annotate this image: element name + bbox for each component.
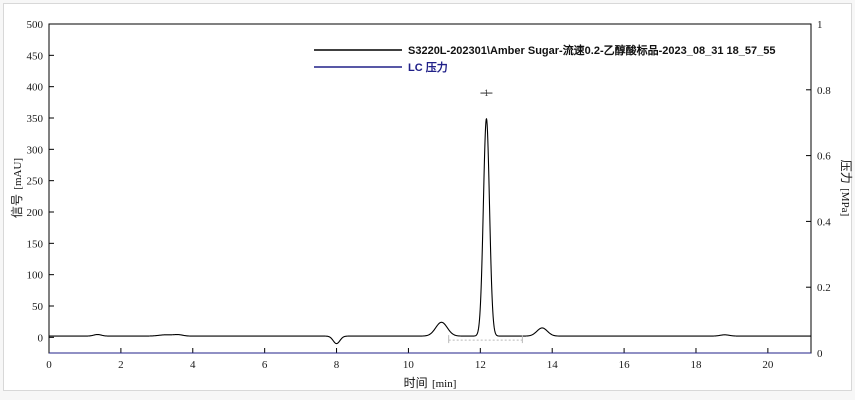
x-axis-tick-label: 16 bbox=[619, 359, 631, 371]
plot-frame bbox=[48, 23, 812, 354]
y-axis-right-tick-label: 0.8 bbox=[817, 85, 831, 97]
legend-item-signal-label[interactable]: S3220L-202301\Amber Sugar-流速0.2-乙醇酸标品-20… bbox=[408, 43, 775, 57]
x-axis-tick-label: 18 bbox=[690, 359, 702, 371]
y-axis-left-tick-label: 100 bbox=[27, 270, 44, 282]
signal-trace[interactable] bbox=[48, 118, 812, 345]
y-axis-left-tick-label: 50 bbox=[32, 301, 44, 313]
peak-annotations: 1 bbox=[480, 88, 493, 98]
chart-legend[interactable]: S3220L-202301\Amber Sugar-流速0.2-乙醇酸标品-20… bbox=[314, 43, 775, 74]
y-axis-left-title-unit: [mAU] bbox=[12, 158, 24, 190]
integration-marks bbox=[448, 335, 523, 344]
svg-text:时间 [min]: 时间 [min] bbox=[404, 376, 457, 390]
y-axis-left-tick-label: 150 bbox=[27, 238, 44, 250]
x-axis-tick-label: 0 bbox=[46, 359, 52, 371]
y-axis-right-title: 压力 [MPa] bbox=[839, 160, 853, 216]
y-axis-left-tick-label: 400 bbox=[27, 82, 44, 94]
svg-text:信号 [mAU]: 信号 [mAU] bbox=[10, 158, 24, 218]
x-axis-tick-label: 2 bbox=[118, 359, 124, 371]
y-axis-right-title-text: 压力 bbox=[839, 160, 853, 184]
x-axis-tick-label: 12 bbox=[475, 359, 486, 371]
y-axis-left-tick-label: 250 bbox=[27, 176, 44, 188]
x-axis-title-text: 时间 bbox=[404, 376, 428, 390]
y-axis-right-tick-label: 0 bbox=[817, 348, 823, 360]
y-axis-right-tick-label: 0.4 bbox=[817, 216, 831, 228]
y-axis-left-tick-label: 200 bbox=[27, 207, 44, 219]
legend-item-pressure-label[interactable]: LC 压力 bbox=[408, 60, 448, 74]
y-axis-right-title-unit: [MPa] bbox=[839, 188, 851, 216]
y-axis-left-ticks: 0 50 100 150 200 250 300 350 400 450 500 bbox=[27, 19, 54, 344]
x-axis-tick-label: 8 bbox=[334, 359, 340, 371]
y-axis-left-tick-label: 350 bbox=[27, 113, 44, 125]
x-axis-title-unit: [min] bbox=[432, 378, 456, 390]
y-axis-right-tick-label: 0.2 bbox=[817, 282, 831, 294]
x-axis-tick-label: 6 bbox=[262, 359, 268, 371]
x-axis-tick-label: 10 bbox=[403, 359, 415, 371]
y-axis-left-tick-label: 300 bbox=[27, 144, 44, 156]
y-axis-right-ticks: 0 0.2 0.4 0.6 0.8 1 bbox=[806, 19, 831, 360]
x-axis-tick-label: 20 bbox=[762, 359, 774, 371]
y-axis-right-tick-label: 0.6 bbox=[817, 151, 831, 163]
y-axis-left-title-text: 信号 bbox=[10, 194, 24, 218]
x-axis-title: 时间 [min] bbox=[404, 376, 457, 390]
x-axis-tick-label: 4 bbox=[190, 359, 196, 371]
y-axis-left-tick-label: 0 bbox=[38, 332, 44, 344]
chart-panel: 0 50 100 150 200 250 300 350 400 450 500 0 0.2 0.4 0.… bbox=[3, 3, 853, 392]
x-axis-tick-label: 14 bbox=[547, 359, 559, 371]
y-axis-right-tick-label: 1 bbox=[817, 19, 823, 31]
svg-text:压力 [MPa]: 压力 [MPa] bbox=[839, 160, 853, 216]
y-axis-left-title: 信号 [mAU] bbox=[10, 158, 24, 218]
y-axis-left-tick-label: 450 bbox=[27, 50, 44, 62]
x-axis-ticks: 0 2 4 6 8 10 12 14 16 18 20 bbox=[46, 348, 774, 371]
y-axis-left-tick-label: 500 bbox=[27, 19, 44, 31]
